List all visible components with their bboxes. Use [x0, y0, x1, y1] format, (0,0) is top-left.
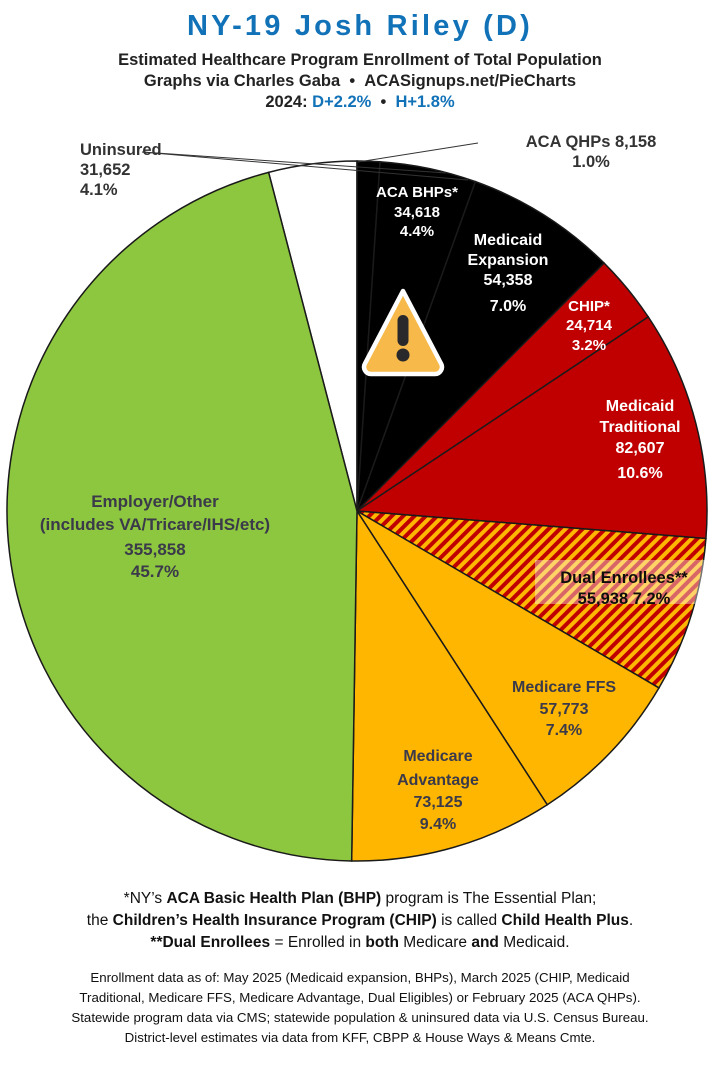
svg-text:ACA BHPs*: ACA BHPs*: [376, 184, 458, 201]
svg-text:Traditional: Traditional: [600, 419, 681, 436]
svg-text:9.4%: 9.4%: [420, 816, 456, 833]
svg-text:355,858: 355,858: [124, 540, 185, 559]
svg-text:3.2%: 3.2%: [572, 337, 606, 354]
svg-text:31,652: 31,652: [80, 161, 130, 179]
svg-text:Medicare: Medicare: [403, 748, 472, 765]
svg-text:Uninsured: Uninsured: [80, 141, 162, 159]
svg-text:54,358: 54,358: [484, 272, 533, 289]
svg-text:4.4%: 4.4%: [400, 223, 434, 240]
svg-text:7.0%: 7.0%: [490, 298, 526, 315]
svg-text:45.7%: 45.7%: [131, 562, 179, 581]
svg-text:73,125: 73,125: [414, 794, 463, 811]
svg-text:Medicaid: Medicaid: [606, 398, 674, 415]
svg-text:Expansion: Expansion: [468, 252, 549, 269]
svg-text:ACA QHPs 8,158: ACA QHPs 8,158: [526, 133, 657, 151]
svg-text:57,773: 57,773: [540, 701, 589, 718]
svg-text:55,938 7.2%: 55,938 7.2%: [578, 590, 671, 608]
svg-text:1.0%: 1.0%: [572, 153, 610, 171]
svg-text:Medicaid: Medicaid: [474, 232, 542, 249]
svg-text:34,618: 34,618: [394, 204, 440, 221]
svg-text:24,714: 24,714: [566, 317, 613, 334]
svg-text:7.4%: 7.4%: [546, 722, 582, 739]
svg-text:4.1%: 4.1%: [80, 181, 118, 199]
svg-text:82,607: 82,607: [616, 440, 665, 457]
svg-text:Dual Enrollees**: Dual Enrollees**: [560, 569, 688, 587]
svg-text:Advantage: Advantage: [397, 772, 479, 789]
svg-text:Medicare FFS: Medicare FFS: [512, 679, 616, 696]
svg-text:10.6%: 10.6%: [617, 465, 662, 482]
svg-text:Employer/Other: Employer/Other: [91, 492, 219, 511]
svg-text:CHIP*: CHIP*: [568, 298, 610, 315]
svg-text:(includes VA/Tricare/IHS/etc): (includes VA/Tricare/IHS/etc): [40, 515, 270, 534]
